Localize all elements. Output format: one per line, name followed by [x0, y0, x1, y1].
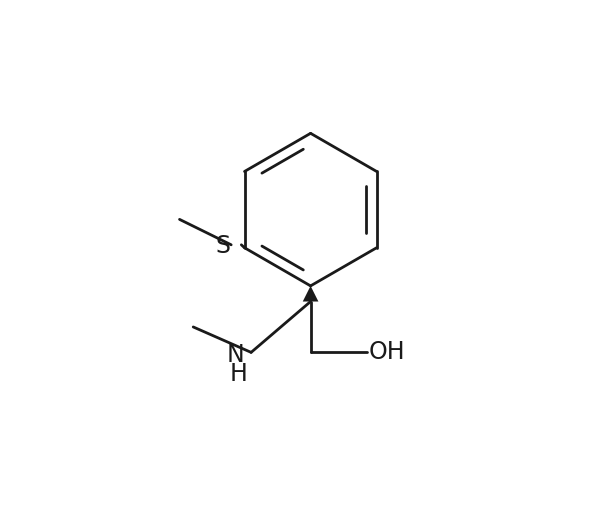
Polygon shape [303, 286, 318, 302]
Text: OH: OH [368, 340, 405, 364]
Text: H: H [230, 362, 247, 386]
Text: N: N [227, 343, 244, 367]
Text: S: S [215, 234, 230, 258]
